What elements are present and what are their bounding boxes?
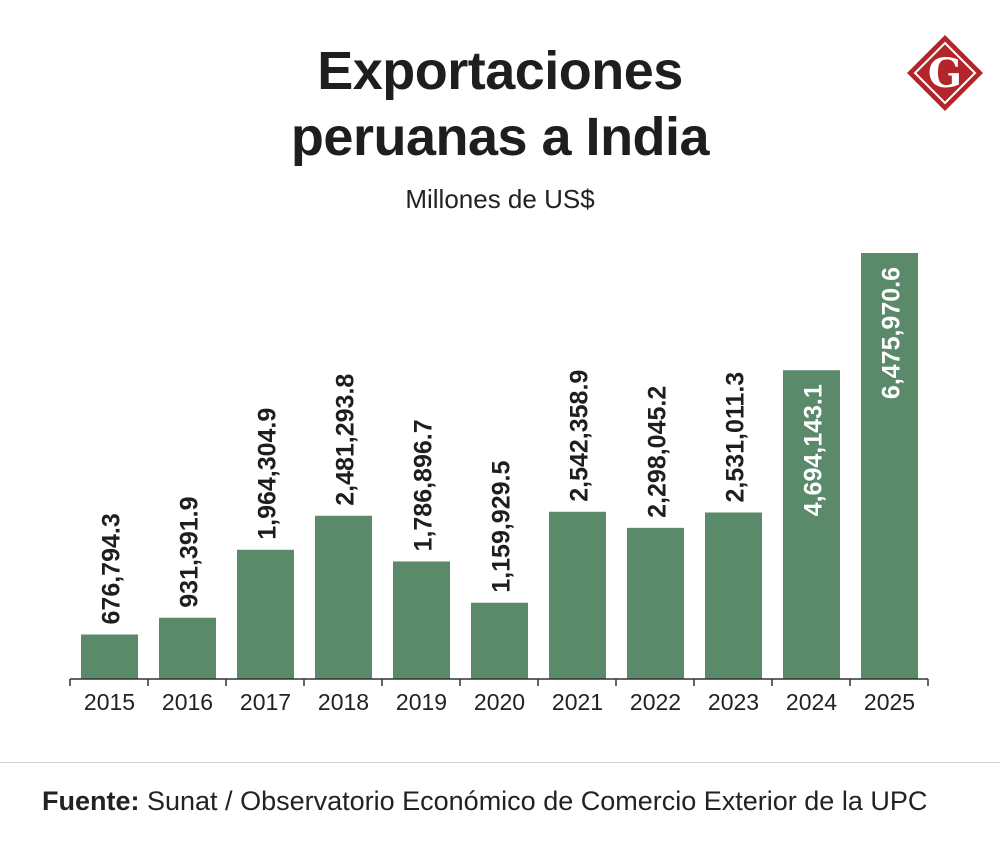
source-text: Sunat / Observatorio Económico de Comerc… (139, 786, 928, 816)
bar-2022 (627, 527, 684, 679)
x-tick-label-2018: 2018 (318, 689, 369, 715)
x-tick-label-2025: 2025 (864, 689, 915, 715)
bar-chart: 676,794.3 931,391.9 1,964,304.9 2,481,293.8… (69, 253, 929, 715)
value-label-2020: 1,159,929.5 (488, 461, 516, 593)
x-tick-label-2019: 2019 (396, 689, 447, 715)
bar-2024 (783, 370, 840, 679)
x-tick-label-2016: 2016 (162, 689, 213, 715)
bar-2017 (237, 549, 294, 679)
value-label-2015: 676,794.3 (98, 513, 126, 624)
x-tick-labels-group: 2015 2016 2017 2018 2019 2020 2021 2022 2023 2024… (84, 689, 915, 715)
value-label-2024: 4,694,143.1 (800, 384, 828, 516)
title-line-2: peruanas a India (290, 107, 710, 167)
value-label-2017: 1,964,304.9 (254, 408, 282, 540)
value-label-2022: 2,298,045.2 (644, 386, 672, 518)
chart-subtitle: Millones de US$ (405, 184, 595, 214)
bar-2021 (549, 511, 606, 679)
logo-diamond-inner (913, 41, 977, 105)
x-tick-label-2022: 2022 (630, 689, 681, 715)
value-label-2025: 6,475,970.6 (878, 267, 906, 399)
x-tick-label-2017: 2017 (240, 689, 291, 715)
bar-2016 (159, 617, 216, 679)
value-label-2018: 2,481,293.8 (332, 374, 360, 506)
x-ticks-group (69, 679, 929, 686)
value-label-2021: 2,542,358.9 (566, 370, 594, 502)
chart-title: Exportaciones peruanas a India (0, 38, 1000, 170)
x-tick-label-2024: 2024 (786, 689, 837, 715)
bar-2019 (393, 561, 450, 679)
bar-2023 (705, 512, 762, 679)
logo-diamond (907, 35, 983, 111)
bar-2015 (81, 634, 138, 679)
x-tick-label-2020: 2020 (474, 689, 525, 715)
value-label-2019: 1,786,896.7 (410, 419, 438, 551)
x-tick-label-2021: 2021 (552, 689, 603, 715)
value-label-2023: 2,531,011.3 (722, 372, 750, 503)
x-tick-label-2015: 2015 (84, 689, 135, 715)
x-tick-label-2023: 2023 (708, 689, 759, 715)
bars-group (81, 253, 918, 679)
bar-2018 (315, 515, 372, 679)
source-label: Fuente: (42, 786, 140, 816)
bar-2020 (471, 602, 528, 679)
footer-divider (0, 762, 1000, 763)
source-note: Fuente: Sunat / Observatorio Económico d… (42, 786, 927, 817)
value-label-2016: 931,391.9 (176, 497, 204, 608)
value-labels-group: 676,794.3 931,391.9 1,964,304.9 2,481,293.8… (98, 267, 906, 624)
title-line-1: Exportaciones (317, 41, 683, 101)
bar-2025 (861, 253, 918, 679)
logo-letter: G (928, 50, 962, 97)
gestion-logo-icon: G (907, 35, 983, 111)
